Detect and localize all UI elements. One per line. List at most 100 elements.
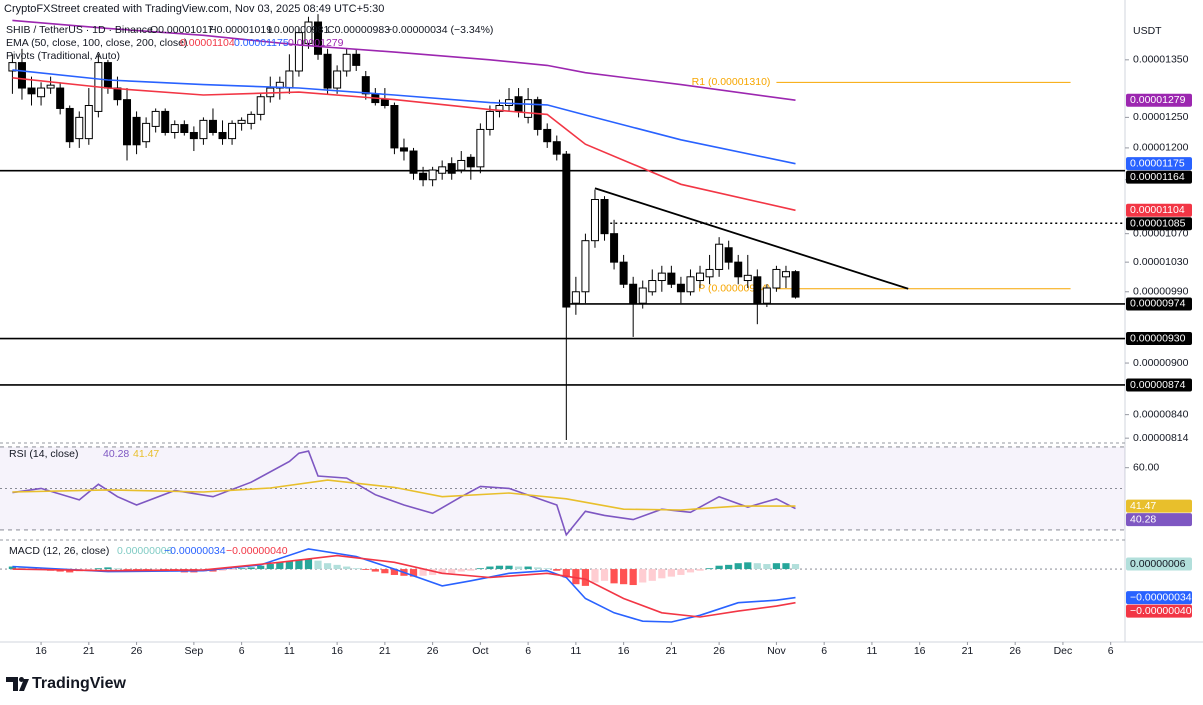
candle-body bbox=[524, 99, 533, 118]
histogram-bar bbox=[610, 569, 618, 584]
candle-body bbox=[142, 122, 151, 143]
candle-body bbox=[285, 70, 294, 89]
histogram-bar bbox=[572, 569, 580, 585]
brand-logo: TradingView bbox=[6, 675, 127, 692]
price-label-box bbox=[1126, 332, 1192, 346]
macd-value: −0.00000034 bbox=[164, 545, 226, 557]
histogram-bar bbox=[285, 561, 293, 570]
histogram-bar bbox=[295, 559, 303, 570]
y-tick-label: 0.00000840 bbox=[1133, 408, 1189, 420]
histogram-bar bbox=[629, 569, 637, 586]
ema-line bbox=[12, 19, 796, 101]
rsi-title: RSI (14, close) bbox=[9, 448, 78, 460]
histogram-bar bbox=[343, 566, 351, 570]
legend-high: H0.00001019 bbox=[209, 24, 272, 36]
candle-body bbox=[151, 110, 160, 127]
plot-area: 16 21 26 Sep 6 11 16 21 26 Oct 6 11 16 21 26 Nov 6 11 16 21… bbox=[0, 14, 1189, 657]
candle-body bbox=[113, 87, 122, 101]
macd-line bbox=[12, 554, 796, 618]
price-label: 0.00001164 bbox=[1130, 171, 1185, 183]
histogram-bar bbox=[113, 568, 122, 570]
candle-body bbox=[686, 276, 695, 293]
ema-value: 0.00001175 bbox=[234, 37, 289, 49]
x-tick-label: Dec bbox=[1054, 645, 1073, 657]
price-label: 0.00000974 bbox=[1130, 298, 1186, 310]
candle-body bbox=[103, 62, 112, 89]
histogram-bar bbox=[734, 563, 742, 570]
y-tick-label: 0.00000814 bbox=[1133, 432, 1189, 444]
ema-line bbox=[12, 77, 796, 212]
histogram-bar bbox=[362, 569, 370, 570]
indicator-label: EMA (50, close, 100, close, 200, close) bbox=[6, 37, 188, 49]
pivot-label: P (0.00000994) bbox=[698, 283, 770, 295]
candle-body bbox=[123, 99, 132, 146]
candle-body bbox=[409, 150, 418, 174]
candle-body bbox=[447, 163, 456, 174]
price-label: 40.28 bbox=[1130, 513, 1156, 525]
rsi-ma-value: 41.47 bbox=[133, 448, 159, 460]
candle-body bbox=[56, 87, 65, 109]
candle-body bbox=[581, 240, 590, 293]
histogram-bar bbox=[371, 569, 379, 572]
x-tick-label: 26 bbox=[131, 645, 143, 657]
histogram-bar bbox=[763, 564, 771, 570]
histogram-bar bbox=[658, 569, 666, 579]
histogram-bar bbox=[18, 567, 26, 570]
price-label-box bbox=[1126, 170, 1192, 184]
histogram-bar bbox=[543, 568, 551, 570]
candle-body bbox=[37, 87, 46, 98]
price-label-box bbox=[1126, 93, 1192, 107]
y-tick-label: 60.00 bbox=[1133, 461, 1159, 473]
candle-body bbox=[75, 116, 84, 140]
candle-body bbox=[552, 141, 561, 155]
price-label-box bbox=[1126, 203, 1192, 217]
histogram-bar bbox=[600, 569, 609, 581]
candle-body bbox=[189, 131, 198, 140]
histogram-bar bbox=[524, 566, 532, 570]
attribution: CryptoFXStreet created with TradingView.… bbox=[4, 3, 384, 15]
y-tick-label: 0.00001030 bbox=[1133, 256, 1189, 268]
ema-line bbox=[12, 69, 796, 165]
macd-signal-value: −0.00000040 bbox=[226, 545, 288, 557]
candle-body bbox=[743, 274, 752, 282]
histogram-bar bbox=[562, 569, 570, 578]
legend-low: L0.00000981 bbox=[268, 24, 329, 36]
histogram-bar bbox=[534, 567, 542, 570]
candle-body bbox=[629, 283, 638, 304]
histogram-bar bbox=[409, 569, 418, 577]
candle-body bbox=[180, 124, 189, 133]
candle-body bbox=[208, 119, 217, 133]
candle-body bbox=[27, 87, 36, 95]
symbol-title: SHIB / TetherUS · 1D · Binance bbox=[6, 24, 153, 36]
histogram-bar bbox=[667, 569, 675, 577]
candle-body bbox=[399, 147, 408, 152]
candle-body bbox=[676, 283, 685, 293]
histogram-bar bbox=[753, 563, 761, 570]
x-tick-label: 11 bbox=[570, 645, 581, 657]
candle-body bbox=[294, 32, 303, 72]
price-label-box bbox=[1126, 604, 1192, 618]
histogram-bar bbox=[352, 568, 360, 570]
histogram-bar bbox=[705, 568, 714, 570]
price-label: 0.00000874 bbox=[1130, 379, 1186, 391]
y-tick-label: 0.00000900 bbox=[1133, 357, 1189, 369]
price-label: −0.00000034 bbox=[1130, 591, 1192, 603]
candle-body bbox=[228, 122, 237, 140]
histogram-bar bbox=[677, 569, 685, 575]
x-tick-label: 16 bbox=[35, 645, 47, 657]
candle-body bbox=[485, 110, 494, 130]
y-tick-label: 0.00000990 bbox=[1133, 286, 1189, 298]
candle-body bbox=[438, 166, 447, 174]
histogram-bar bbox=[419, 569, 427, 576]
candle-body bbox=[781, 271, 790, 278]
candle-body bbox=[753, 276, 762, 304]
histogram-bar bbox=[715, 565, 723, 570]
candle-body bbox=[247, 113, 256, 124]
price-label-box bbox=[1126, 499, 1192, 513]
histogram-bar bbox=[228, 569, 236, 570]
histogram-bar bbox=[448, 569, 456, 574]
candle-body bbox=[65, 107, 74, 143]
x-tick-label: Oct bbox=[472, 645, 488, 657]
x-tick-label: 21 bbox=[379, 645, 391, 657]
